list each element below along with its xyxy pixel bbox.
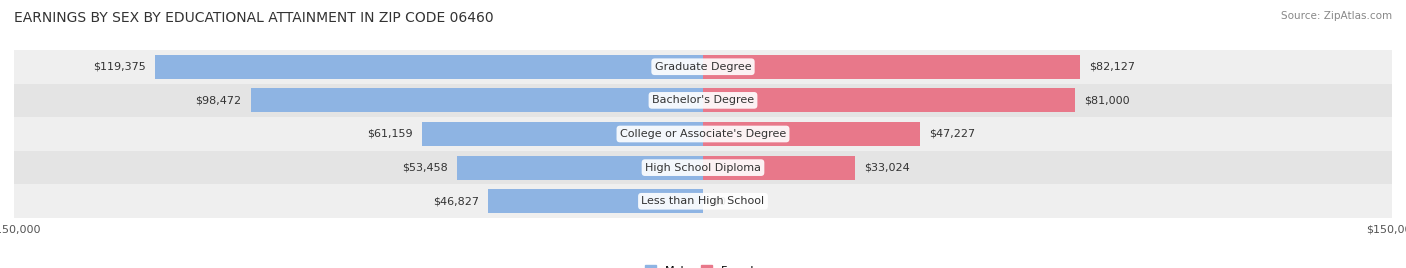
Text: $47,227: $47,227: [929, 129, 976, 139]
Text: Source: ZipAtlas.com: Source: ZipAtlas.com: [1281, 11, 1392, 21]
Bar: [14, 117, 1392, 151]
Bar: [14, 151, 1392, 184]
Bar: [14, 50, 1392, 84]
Text: Bachelor's Degree: Bachelor's Degree: [652, 95, 754, 105]
Text: $46,827: $46,827: [433, 196, 478, 206]
Text: $81,000: $81,000: [1084, 95, 1130, 105]
Bar: [457, 155, 703, 180]
Bar: [422, 122, 703, 146]
Bar: [703, 88, 1076, 113]
Legend: Male, Female: Male, Female: [641, 262, 765, 268]
Text: High School Diploma: High School Diploma: [645, 163, 761, 173]
Bar: [488, 189, 703, 213]
Text: College or Associate's Degree: College or Associate's Degree: [620, 129, 786, 139]
Text: Graduate Degree: Graduate Degree: [655, 62, 751, 72]
Text: $0: $0: [713, 196, 725, 206]
Text: $33,024: $33,024: [863, 163, 910, 173]
Bar: [155, 55, 703, 79]
Text: Less than High School: Less than High School: [641, 196, 765, 206]
Text: $53,458: $53,458: [402, 163, 449, 173]
Bar: [250, 88, 703, 113]
Bar: [14, 184, 1392, 218]
Bar: [703, 155, 855, 180]
Text: $82,127: $82,127: [1090, 62, 1136, 72]
Text: EARNINGS BY SEX BY EDUCATIONAL ATTAINMENT IN ZIP CODE 06460: EARNINGS BY SEX BY EDUCATIONAL ATTAINMEN…: [14, 11, 494, 25]
Text: $61,159: $61,159: [367, 129, 413, 139]
Bar: [14, 84, 1392, 117]
Text: $98,472: $98,472: [195, 95, 242, 105]
Bar: [703, 122, 920, 146]
Text: $119,375: $119,375: [93, 62, 146, 72]
Bar: [703, 55, 1080, 79]
